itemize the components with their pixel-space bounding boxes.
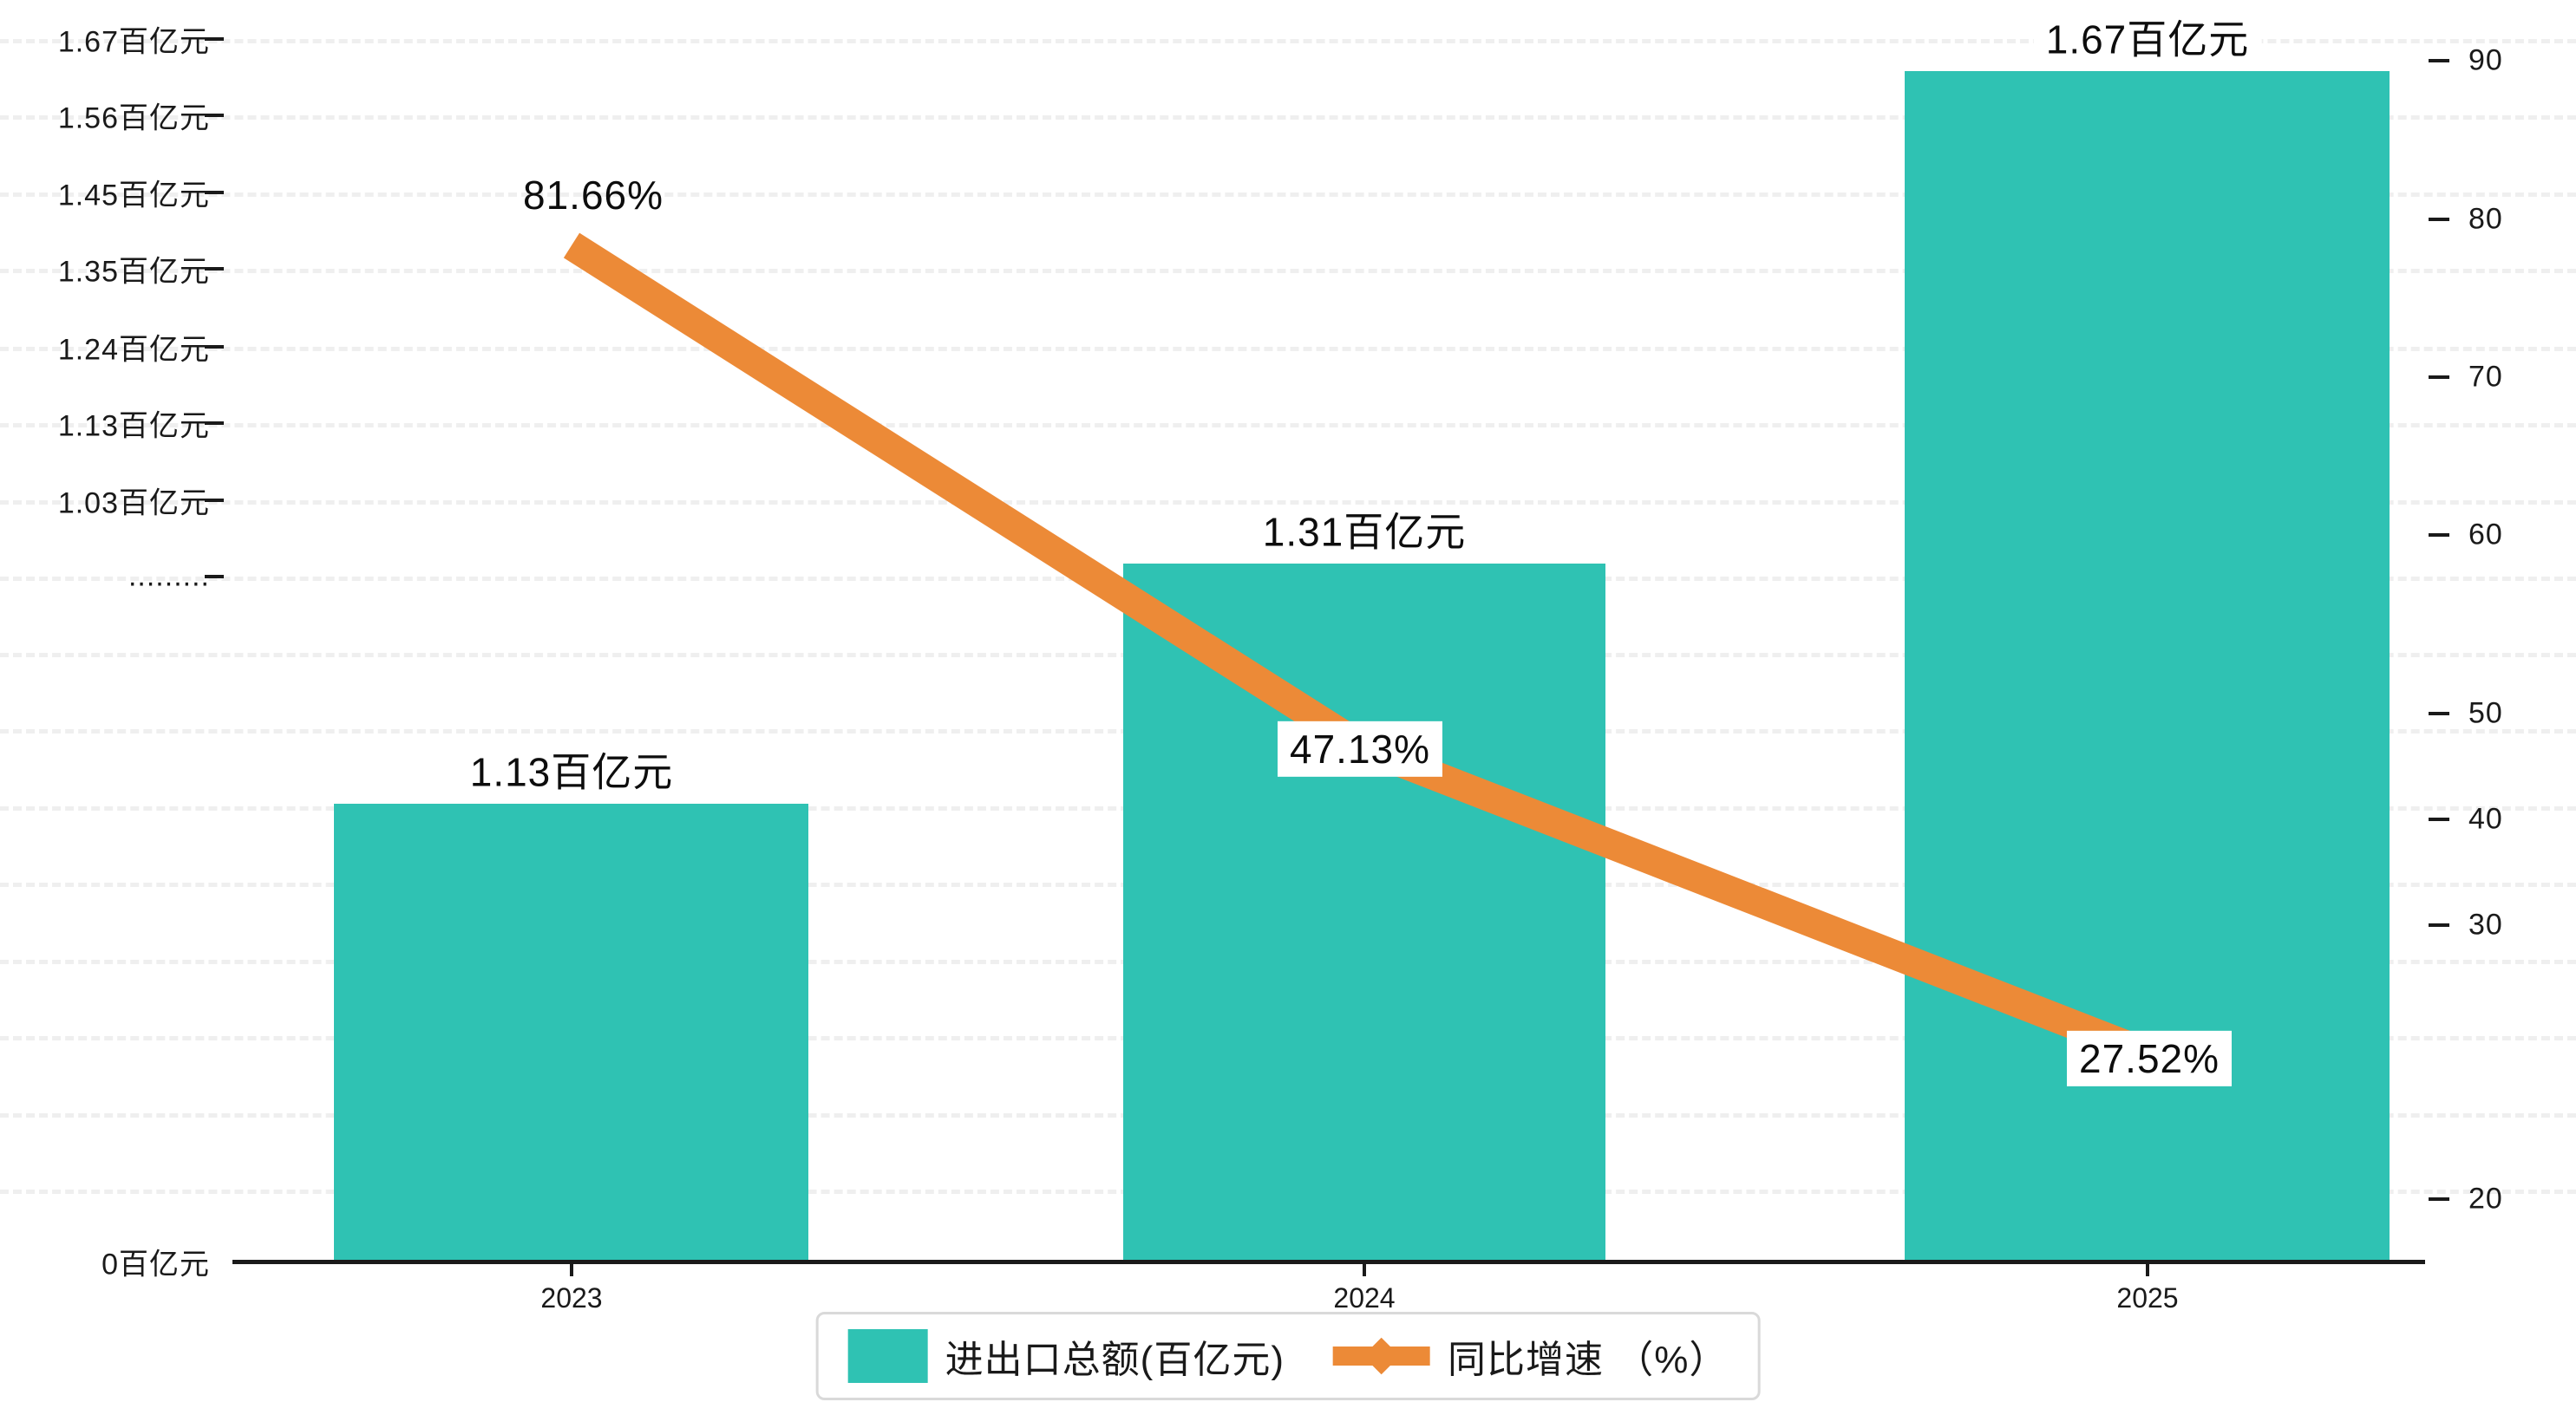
gridline	[0, 115, 2576, 120]
bar-2024[interactable]	[1123, 564, 1605, 1262]
y-right-tick	[2429, 59, 2449, 62]
y-right-label: 90	[2468, 43, 2503, 77]
x-axis-line	[232, 1260, 2425, 1264]
y-right-label: 20	[2468, 1182, 2503, 1216]
y-left-tick	[205, 37, 224, 41]
y-right-tick	[2429, 533, 2449, 537]
x-tick	[2146, 1264, 2149, 1276]
y-right-tick	[2429, 218, 2449, 221]
y-right-tick	[2429, 923, 2449, 927]
y-right-label: 30	[2468, 908, 2503, 942]
y-right-tick	[2429, 375, 2449, 379]
x-tick	[570, 1264, 573, 1276]
line-value-label-2025: 27.52%	[2066, 1030, 2233, 1087]
y-left-tick	[205, 575, 224, 578]
y-left-tick	[205, 421, 224, 425]
x-tick	[1363, 1264, 1366, 1276]
bar-2023[interactable]	[334, 804, 808, 1262]
line-value-label-2024: 47.13%	[1277, 721, 1443, 778]
bar-value-label-2024: 1.31百亿元	[1250, 505, 1479, 562]
y-left-label: 1.56百亿元	[57, 101, 210, 135]
legend: 进出口总额(百亿元) 同比增速 （%）	[815, 1312, 1761, 1400]
y-right-label: 40	[2468, 802, 2503, 836]
y-left-tick	[205, 267, 224, 271]
y-left-label: 1.67百亿元	[57, 25, 210, 59]
y-right-label: 60	[2468, 518, 2503, 551]
gridline	[0, 39, 2576, 43]
x-label-2024: 2024	[1333, 1282, 1396, 1314]
y-right-label: 50	[2468, 696, 2503, 730]
x-label-2025: 2025	[2116, 1282, 2179, 1314]
y-right-label: 80	[2468, 202, 2503, 236]
gridline	[0, 192, 2576, 197]
y-left-tick	[205, 345, 224, 349]
y-right-tick	[2429, 712, 2449, 715]
x-label-2023: 2023	[540, 1282, 603, 1314]
y-left-label-truncated: .........	[127, 559, 210, 593]
y-right-tick	[2429, 818, 2449, 821]
y-left-label: 1.03百亿元	[57, 486, 210, 520]
y-left-tick	[205, 499, 224, 502]
legend-item-line[interactable]: 同比增速 （%）	[1332, 1328, 1729, 1384]
legend-bar-swatch-icon	[847, 1329, 928, 1383]
legend-label-line: 同比增速 （%）	[1447, 1339, 1729, 1381]
legend-line-diamond-icon	[1332, 1329, 1430, 1383]
legend-item-bar[interactable]: 进出口总额(百亿元)	[847, 1328, 1285, 1384]
y-left-label: 1.24百亿元	[57, 333, 210, 367]
bar-value-label-2025: 1.67百亿元	[2033, 13, 2262, 69]
y-left-label: 1.35百亿元	[57, 255, 210, 289]
line-value-label-2023: 81.66%	[522, 172, 664, 218]
y-left-label-zero: 0百亿元	[101, 1248, 210, 1281]
y-left-tick	[205, 114, 224, 117]
legend-label-bar: 进出口总额(百亿元)	[945, 1339, 1285, 1381]
y-left-label: 1.45百亿元	[57, 179, 210, 212]
y-left-label: 1.13百亿元	[57, 409, 210, 443]
y-left-tick	[205, 191, 224, 194]
y-right-label: 70	[2468, 360, 2503, 394]
y-right-tick	[2429, 1197, 2449, 1201]
legend-diamond-marker-icon	[1363, 1337, 1401, 1375]
bar-value-label-2023: 1.13百亿元	[457, 746, 686, 802]
